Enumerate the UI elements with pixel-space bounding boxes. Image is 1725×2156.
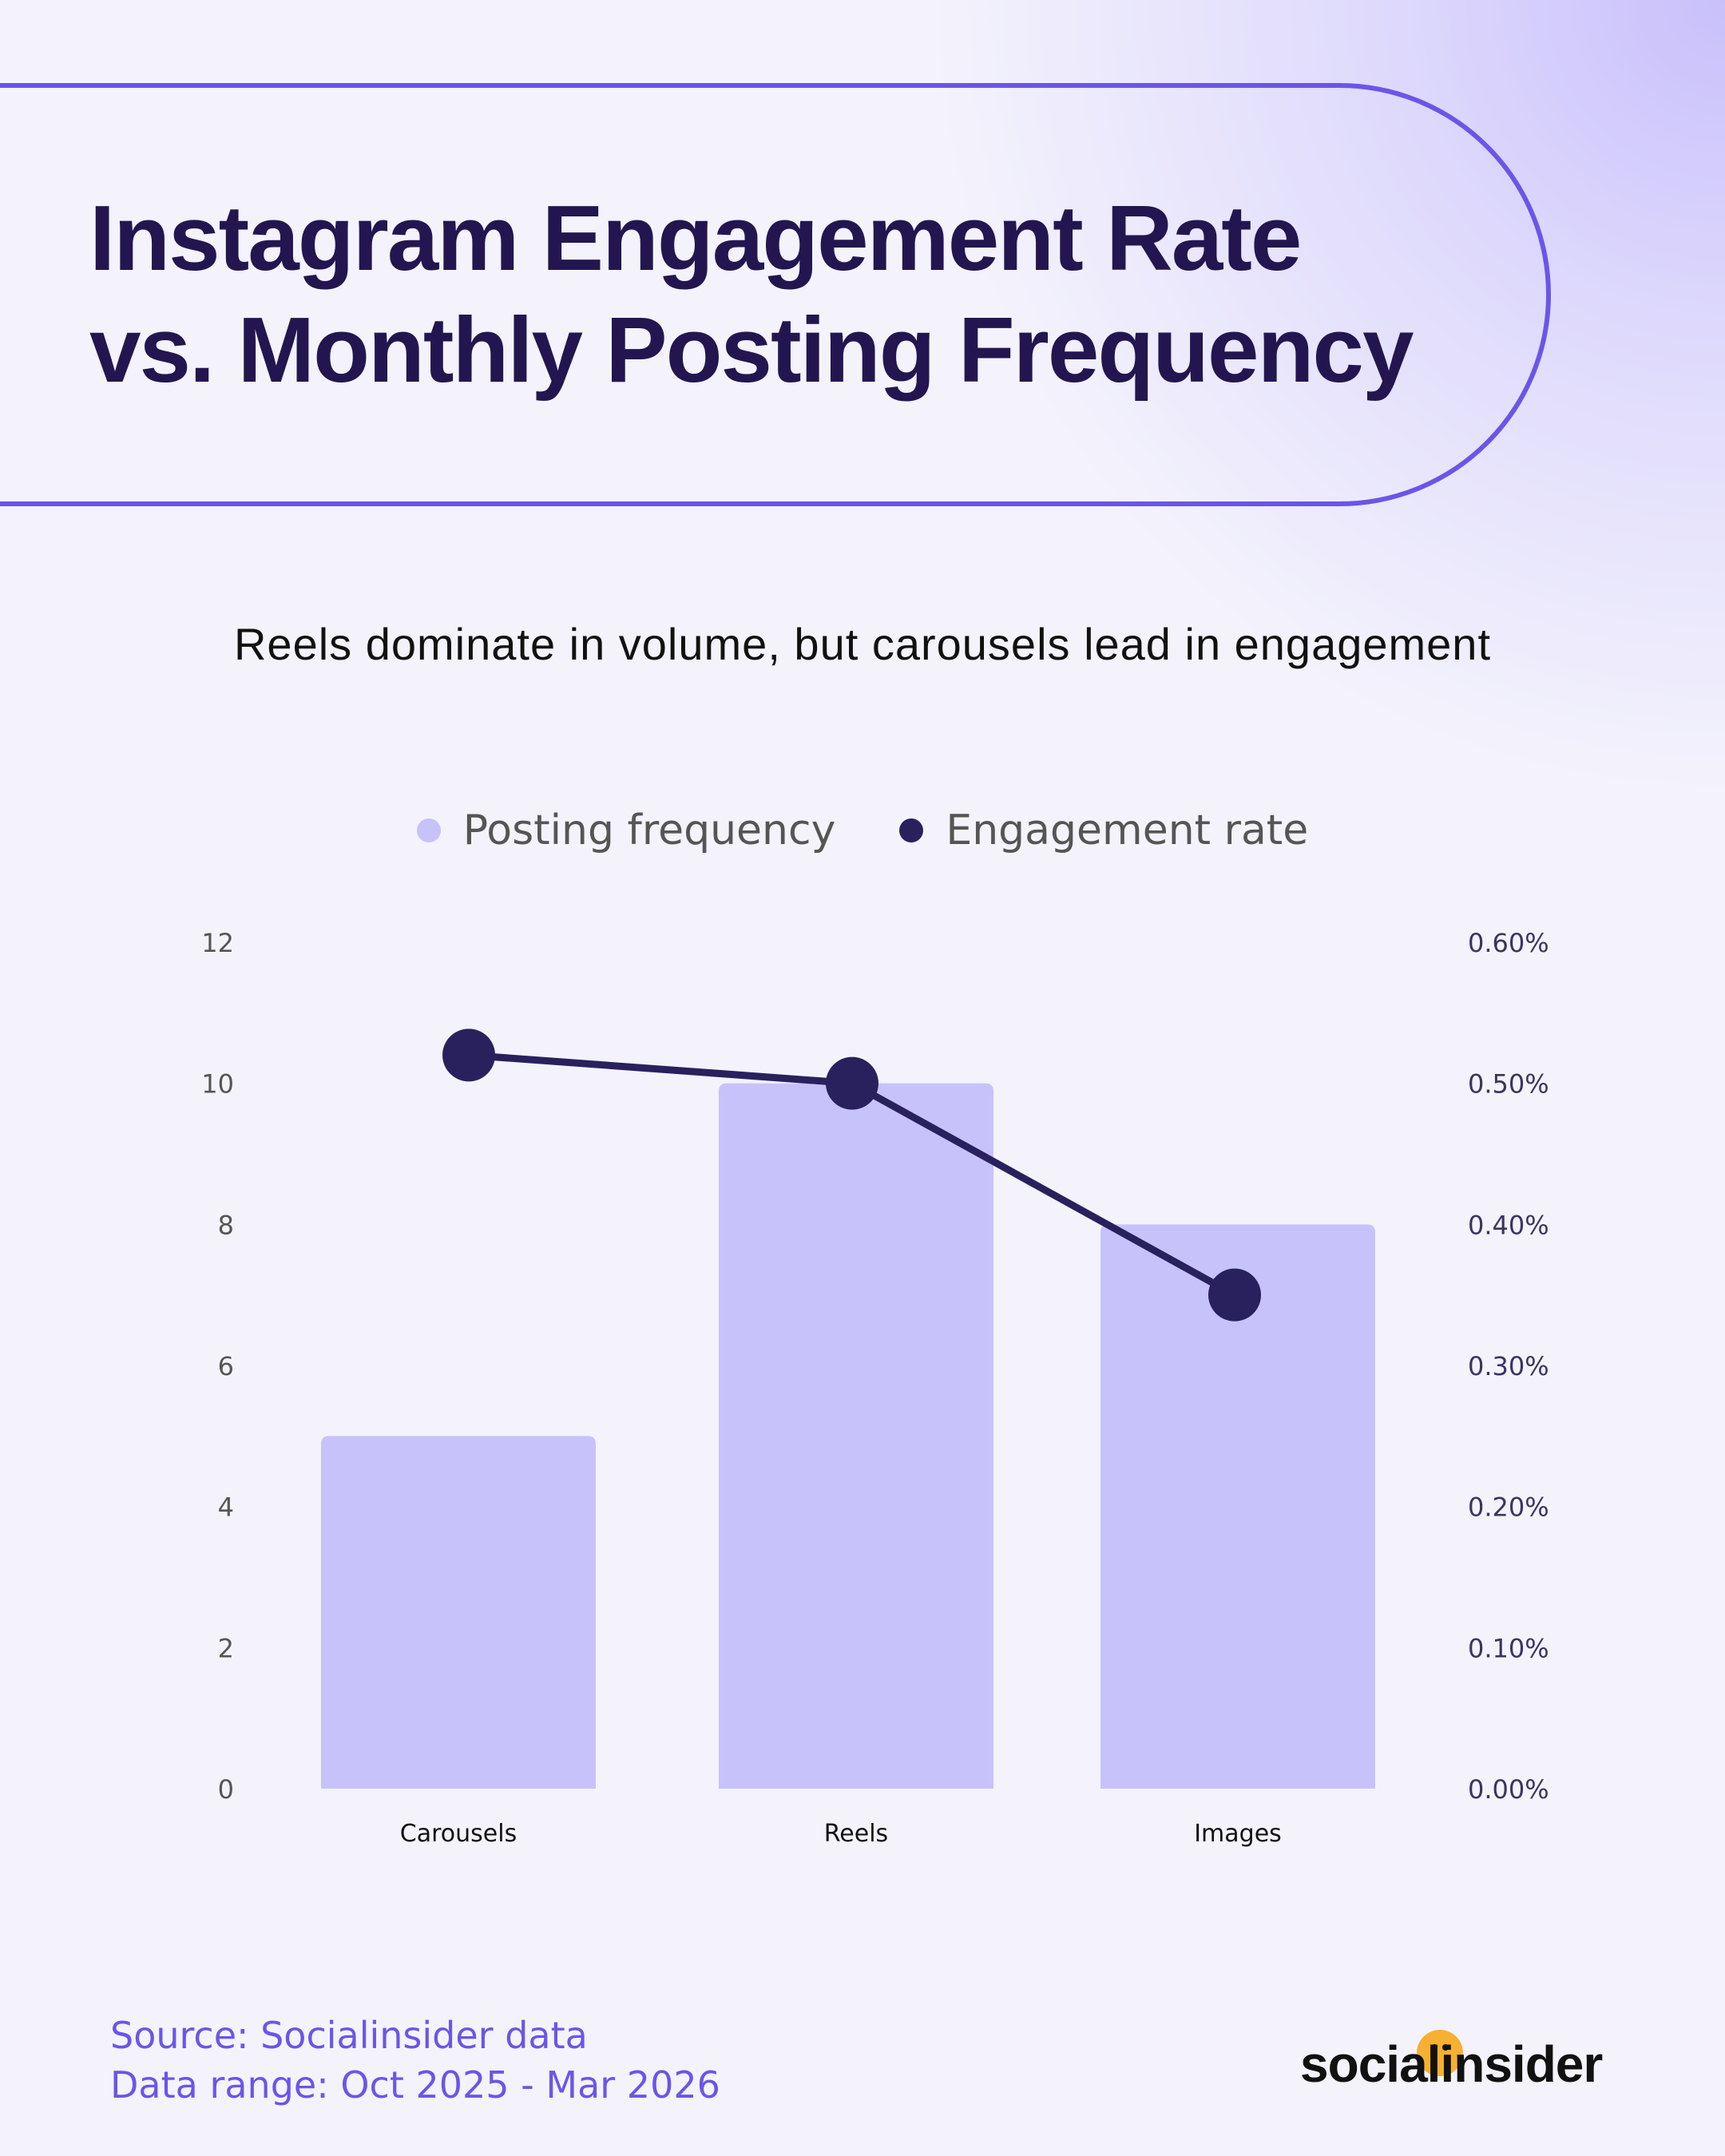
left-axis-tick-label: 10: [201, 1069, 234, 1100]
left-axis-tick-label: 8: [218, 1210, 234, 1240]
x-axis-category-label: Reels: [824, 1820, 888, 1848]
title-line-2: vs. Monthly Posting Frequency: [89, 298, 1414, 402]
title-line-1: Instagram Engagement Rate: [89, 186, 1302, 290]
legend-item-engagement-rate: Engagement rate: [899, 807, 1308, 854]
legend-item-posting-frequency: Posting frequency: [416, 807, 836, 854]
right-axis-tick-label: 0.20%: [1468, 1492, 1549, 1523]
left-axis-tick-label: 0: [218, 1774, 234, 1805]
x-axis-category-label: Images: [1194, 1820, 1282, 1848]
left-axis-tick-label: 4: [218, 1492, 234, 1523]
right-axis-tick-label: 0.60%: [1468, 928, 1549, 958]
legend-label-posting-frequency: Posting frequency: [462, 807, 836, 854]
engagement-point-images: [1208, 1268, 1261, 1322]
legend-label-engagement-rate: Engagement rate: [946, 807, 1309, 854]
socialinsider-logo: socialinsider: [1300, 2035, 1603, 2093]
source-text: Source: Socialinsider data: [110, 2014, 588, 2057]
bar-images: [1100, 1224, 1375, 1789]
left-axis-tick-label: 12: [201, 928, 234, 958]
engagement-point-reels: [826, 1056, 878, 1110]
right-axis-tick-label: 0.50%: [1468, 1069, 1549, 1100]
chart-legend: Posting frequency Engagement rate: [0, 807, 1725, 854]
data-range-text: Data range: Oct 2025 - Mar 2026: [110, 2063, 720, 2106]
right-axis-tick-label: 0.00%: [1468, 1774, 1549, 1805]
x-axis-category-label: Carousels: [400, 1820, 517, 1848]
right-axis-tick-label: 0.40%: [1468, 1210, 1549, 1240]
right-axis-tick-label: 0.30%: [1468, 1351, 1549, 1381]
title-frame: [0, 83, 1551, 506]
left-axis-tick-label: 2: [218, 1633, 234, 1663]
logo-face-icon: [1417, 2030, 1463, 2076]
chart-subtitle: Reels dominate in volume, but carousels …: [233, 619, 1492, 669]
engagement-point-carousels: [442, 1028, 495, 1082]
left-axis-tick-label: 6: [218, 1351, 234, 1381]
legend-swatch-posting-frequency: [416, 818, 441, 842]
bar-reels: [719, 1083, 993, 1789]
footer-source: Source: Socialinsider data Data range: O…: [110, 2011, 720, 2110]
page-title: Instagram Engagement Rate vs. Monthly Po…: [89, 182, 1527, 406]
bar-carousels: [321, 1436, 596, 1789]
right-axis-tick-label: 0.10%: [1468, 1633, 1549, 1663]
legend-swatch-engagement-rate: [899, 818, 924, 842]
